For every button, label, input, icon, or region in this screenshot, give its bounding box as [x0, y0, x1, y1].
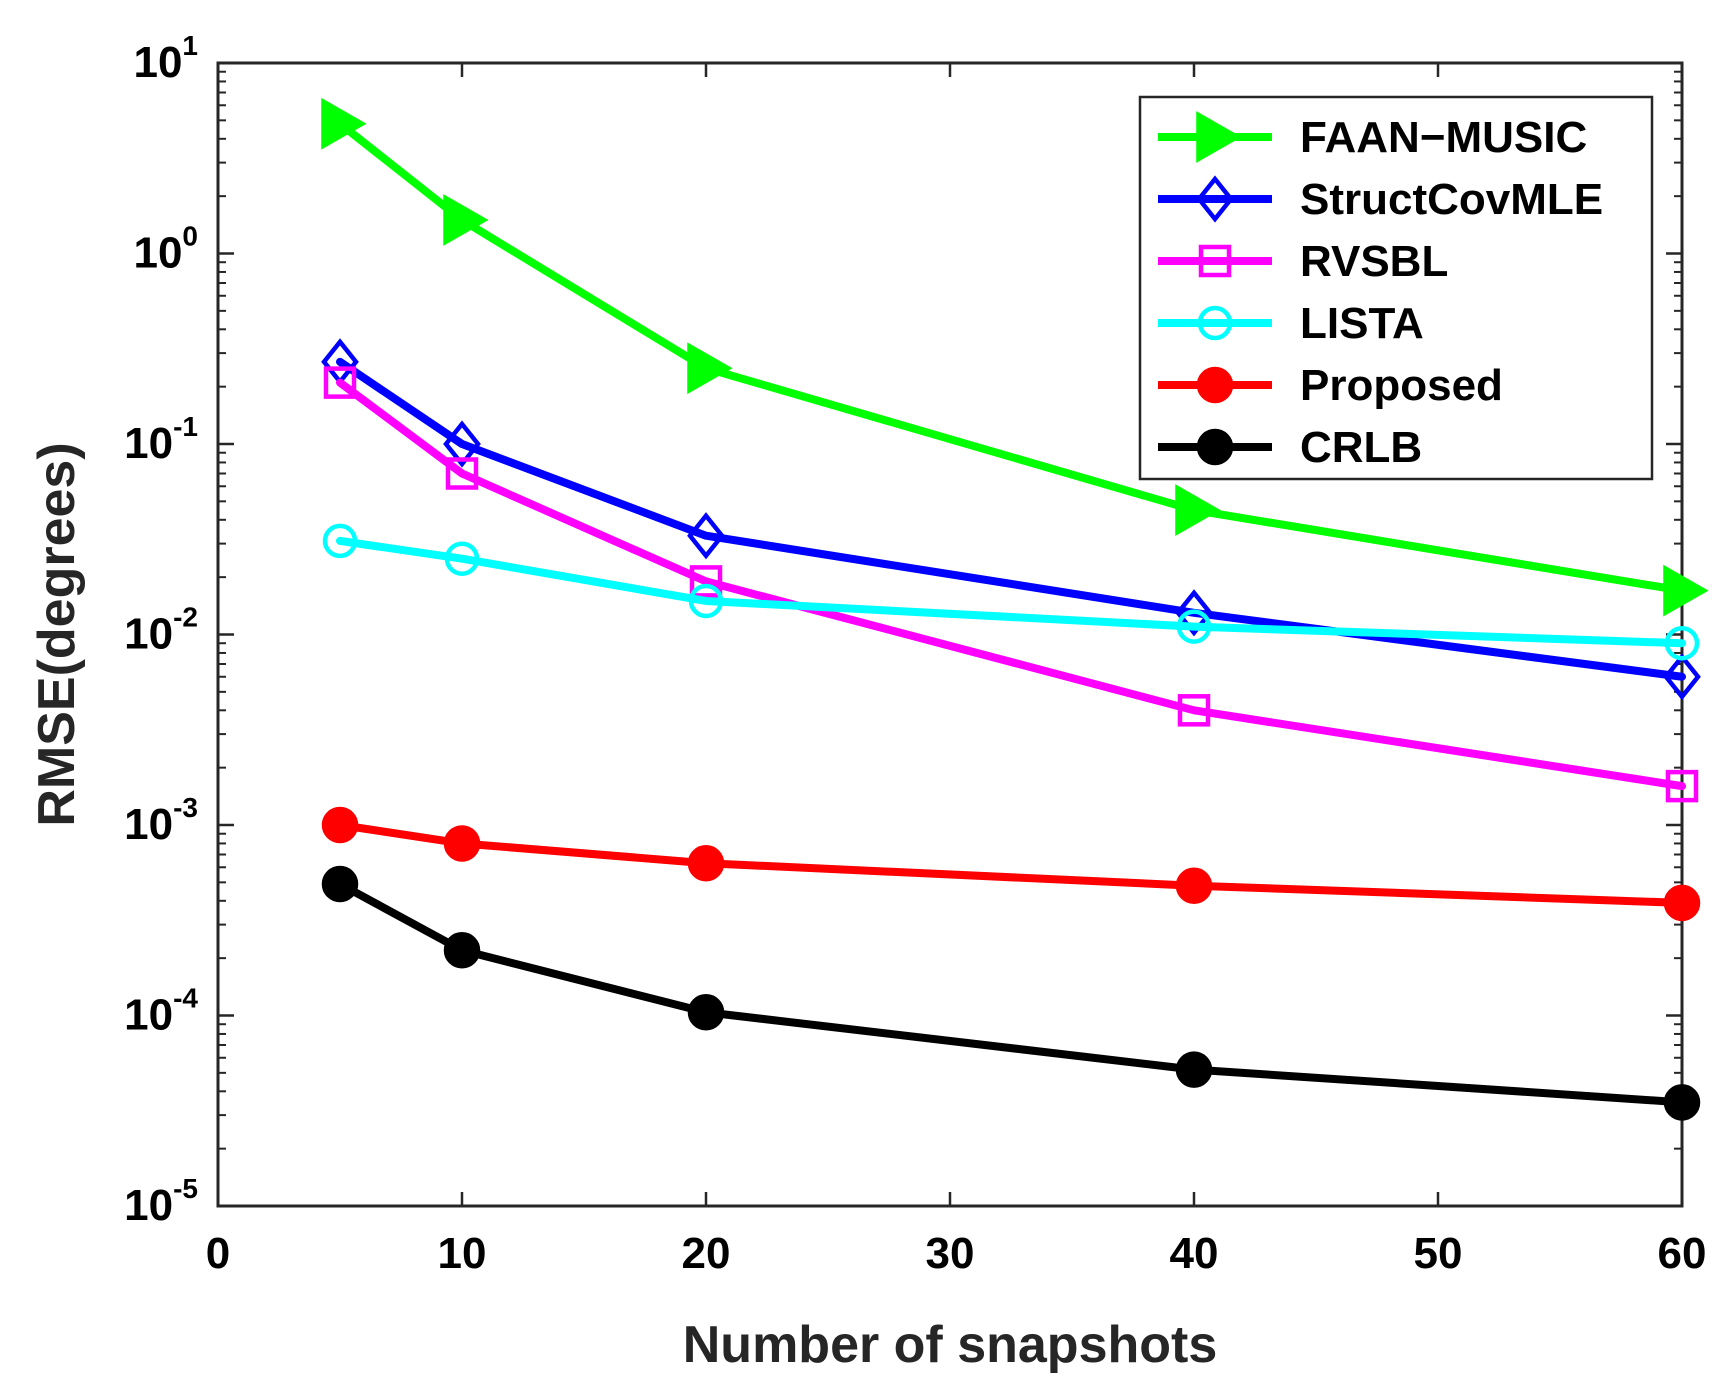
- data-point: [1663, 1084, 1701, 1121]
- y-tick-label: 10-5: [124, 1173, 198, 1230]
- series-rvsbl: [323, 366, 1699, 803]
- data-point: [688, 583, 724, 619]
- series-line: [336, 536, 1686, 648]
- x-tick-label: 30: [926, 1229, 975, 1278]
- x-tick-label: 60: [1658, 1229, 1707, 1278]
- data-point: [1175, 867, 1213, 904]
- data-point: [1177, 694, 1211, 727]
- data-point: [1175, 1051, 1213, 1088]
- legend-label: LISTA: [1300, 299, 1424, 348]
- y-tick-label: 10-3: [124, 792, 198, 849]
- series-line: [336, 378, 1686, 791]
- data-point: [443, 932, 481, 969]
- x-axis-title: Number of snapshots: [683, 1316, 1218, 1374]
- data-point: [443, 825, 481, 862]
- plot-frame: [216, 61, 1684, 1208]
- data-point: [321, 806, 359, 844]
- data-point: [1196, 175, 1234, 223]
- data-point: [687, 844, 725, 882]
- data-point: [687, 994, 725, 1031]
- data-point: [1663, 653, 1701, 701]
- series-crlb: [321, 865, 1701, 1121]
- data-point: [445, 457, 479, 490]
- data-point: [323, 366, 357, 399]
- data-point: [689, 565, 723, 598]
- series-layer: [321, 97, 1709, 1121]
- legend: FAAN−MUSIC StructCovMLE RVSBL LISTA Proposed…: [1138, 95, 1654, 481]
- data-point: [1175, 484, 1221, 536]
- data-point: [687, 342, 733, 395]
- y-axis-title: RMSE(degrees): [28, 442, 86, 826]
- legend-label: CRLB: [1300, 423, 1422, 472]
- data-point: [1196, 428, 1234, 466]
- legend-entry: Proposed: [1158, 361, 1503, 410]
- data-point: [1196, 366, 1234, 404]
- series-lista: [322, 523, 1700, 661]
- axes: 0 10 20 30 40 50 60 10-5 10-4 10-3 10-2 10-1 100 101: [124, 30, 1706, 1278]
- data-point: [1197, 305, 1233, 341]
- legend-box: [1138, 95, 1654, 481]
- legend-entry: CRLB: [1158, 423, 1422, 472]
- y-tick-label: 101: [133, 30, 198, 87]
- legend-entry: FAAN−MUSIC: [1158, 111, 1587, 163]
- x-tick-label: 10: [438, 1229, 487, 1278]
- y-tick-label: 10-1: [124, 411, 198, 468]
- data-point: [1663, 884, 1701, 922]
- data-point: [687, 512, 725, 560]
- data-point: [321, 97, 367, 150]
- data-point: [443, 194, 489, 246]
- series-proposed: [321, 806, 1701, 922]
- y-tick-label: 100: [133, 221, 198, 278]
- legend-entry: RVSBL: [1158, 237, 1448, 286]
- x-tick-label: 50: [1414, 1229, 1463, 1278]
- data-point: [322, 523, 358, 559]
- data-point: [321, 865, 359, 903]
- y-tick-label: 10-2: [124, 602, 198, 659]
- data-point: [443, 420, 481, 468]
- data-point: [444, 541, 480, 576]
- x-tick-label: 20: [682, 1229, 731, 1278]
- legend-label: RVSBL: [1300, 237, 1448, 286]
- data-point: [1198, 244, 1232, 278]
- data-point: [1663, 564, 1709, 617]
- legend-label: FAAN−MUSIC: [1300, 113, 1587, 162]
- data-point: [1665, 769, 1699, 803]
- legend-entry: StructCovMLE: [1158, 175, 1603, 224]
- legend-label: Proposed: [1300, 361, 1503, 410]
- x-tick-label: 40: [1170, 1229, 1219, 1278]
- data-point: [1175, 589, 1213, 637]
- y-tick-label: 10-4: [124, 983, 198, 1040]
- series-faan-music: [321, 97, 1709, 617]
- data-point: [1196, 111, 1242, 163]
- legend-entry: LISTA: [1158, 299, 1424, 348]
- legend-label: StructCovMLE: [1300, 175, 1603, 224]
- x-tick-label: 0: [206, 1229, 230, 1278]
- data-point: [1176, 609, 1212, 644]
- data-point: [1664, 625, 1700, 661]
